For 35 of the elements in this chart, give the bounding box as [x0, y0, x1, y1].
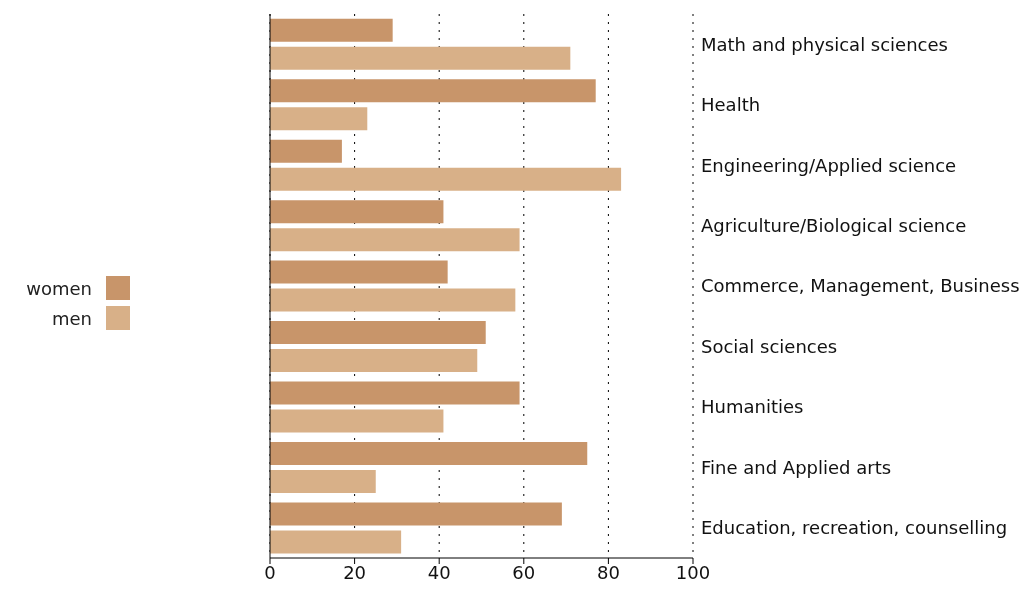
bar — [270, 530, 402, 554]
legend-label: men — [51, 307, 92, 329]
bar — [270, 18, 393, 42]
y-tick-label: Fine and Applied arts — [701, 456, 892, 478]
bar — [270, 321, 486, 345]
bar — [270, 349, 478, 373]
bar — [270, 260, 448, 284]
x-tick-label: 100 — [675, 561, 711, 583]
x-tick-label: 20 — [343, 561, 367, 583]
y-tick-label: Humanities — [701, 396, 804, 418]
bar — [270, 441, 588, 465]
bar — [270, 200, 444, 224]
x-tick-label: 0 — [264, 561, 276, 583]
bar — [270, 107, 368, 131]
bar — [270, 409, 444, 433]
y-tick-label: Agriculture/Biological science — [701, 214, 967, 236]
bar — [270, 469, 376, 493]
legend-label: women — [26, 277, 92, 299]
y-tick-label: Engineering/Applied science — [701, 154, 957, 176]
bar — [270, 502, 562, 526]
y-tick-label: Education, recreation, counselling — [701, 517, 1008, 539]
bar — [270, 288, 516, 312]
bar — [270, 46, 571, 70]
y-tick-label: Commerce, Management, Business — [701, 275, 1020, 297]
bar — [270, 79, 596, 103]
bar — [270, 167, 622, 191]
x-tick-label: 40 — [427, 561, 451, 583]
bar — [270, 381, 520, 405]
y-tick-label: Social sciences — [701, 335, 838, 357]
bar — [270, 228, 520, 252]
y-tick-label: Math and physical sciences — [701, 33, 948, 55]
x-tick-label: 60 — [512, 561, 536, 583]
y-tick-label: Health — [701, 94, 761, 116]
bar — [270, 139, 342, 163]
x-tick-label: 80 — [596, 561, 620, 583]
